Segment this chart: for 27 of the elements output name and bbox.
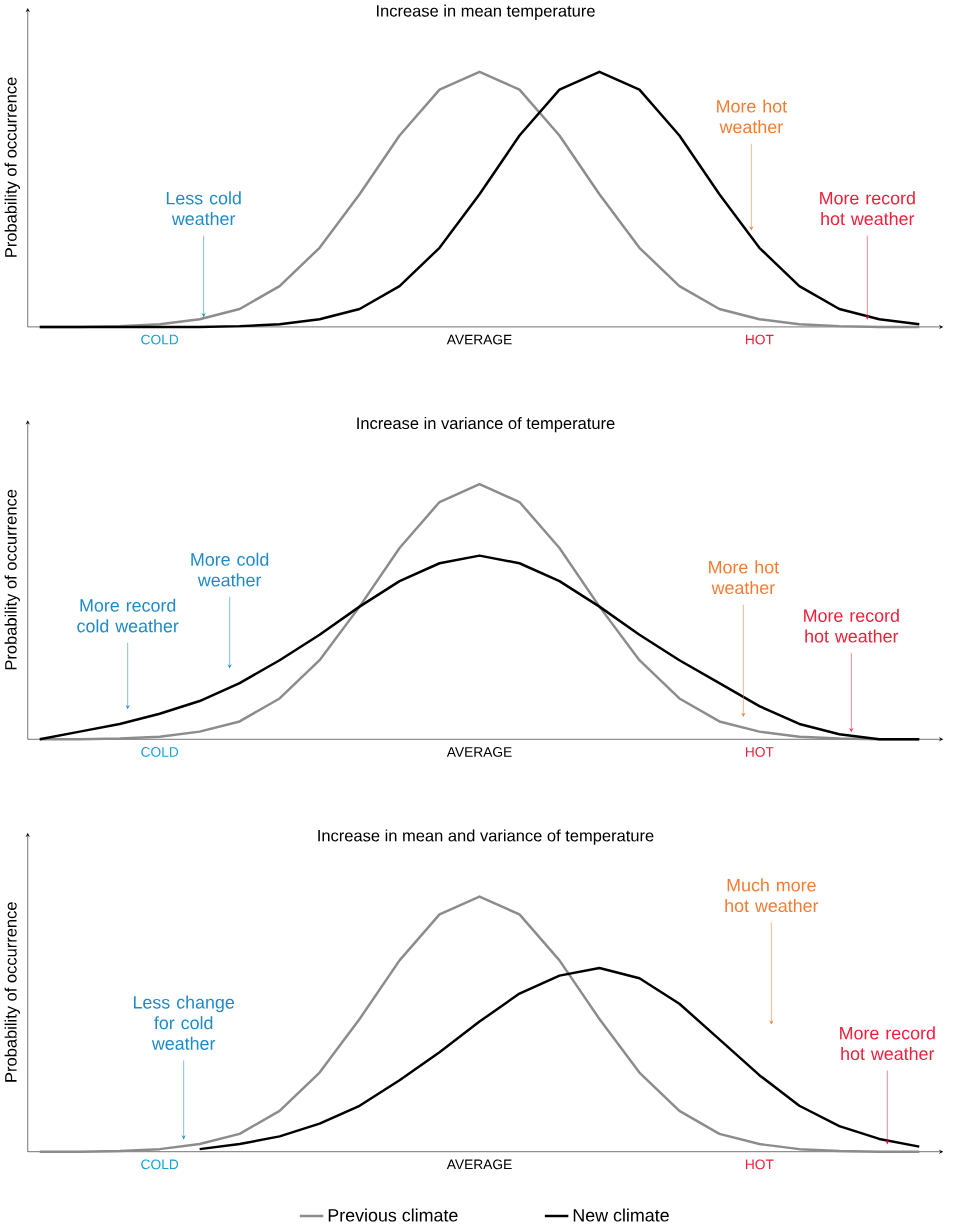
annotation: Less cold weather xyxy=(166,191,241,226)
x-tick-label: HOT xyxy=(745,747,774,757)
annotation: More record hot weather xyxy=(820,191,915,226)
x-tick-label: AVERAGE xyxy=(446,747,512,757)
annotation: More hot weather xyxy=(717,99,787,134)
x-tick-label: COLD xyxy=(141,747,179,757)
annotation: Less change for cold weather xyxy=(133,995,234,1050)
x-tick-label: AVERAGE xyxy=(446,334,512,345)
x-tick-label: COLD xyxy=(141,334,179,345)
annotation: Much more hot weather xyxy=(725,878,819,913)
x-tick-label: COLD xyxy=(141,1159,179,1170)
chart-title: Increase in variance of temperature xyxy=(357,416,615,433)
y-axis-title: Probability of occurrence xyxy=(4,77,20,257)
x-tick-label: AVERAGE xyxy=(446,1159,512,1170)
y-axis-title: Probability of occurrence xyxy=(4,902,20,1082)
y-axis-title: Probability of occurrence xyxy=(4,489,20,670)
chart-title: Increase in mean temperature xyxy=(376,4,595,20)
annotation: More cold weather xyxy=(191,552,269,587)
chart-title: Increase in mean and variance of temperature xyxy=(318,829,654,845)
legend-label: New climate xyxy=(573,1208,669,1222)
annotation: More record hot weather xyxy=(804,608,899,643)
legend-label: Previous climate xyxy=(328,1208,458,1222)
x-tick-label: HOT xyxy=(745,334,774,345)
x-tick-label: HOT xyxy=(745,1159,774,1170)
annotation: More record cold weather xyxy=(77,598,179,633)
annotation: More record hot weather xyxy=(840,1026,935,1061)
annotation: More hot weather xyxy=(709,560,779,595)
